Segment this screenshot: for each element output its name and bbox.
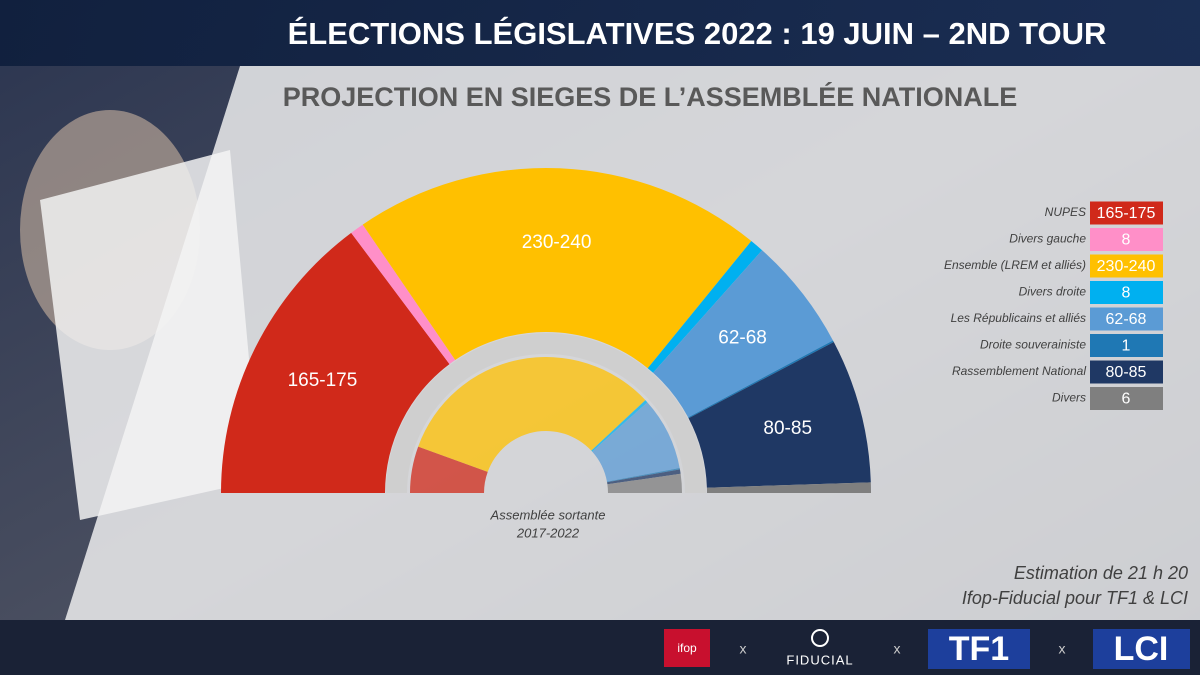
- note: Estimation de 21 h 20: [1014, 563, 1188, 583]
- arc-label: 62-68: [718, 328, 767, 349]
- previous-arc: [607, 469, 681, 485]
- legend-swatch: [1090, 307, 1163, 331]
- inner-caption: Assemblée sortante: [490, 507, 606, 522]
- legend-value: 8: [1122, 232, 1131, 249]
- inner-caption: 2017-2022: [516, 525, 580, 540]
- legend-label: Divers droite: [1019, 285, 1087, 299]
- title-band: [0, 0, 1200, 66]
- legend-label: Divers: [1052, 391, 1086, 405]
- legend-swatch: [1090, 254, 1163, 278]
- legend-value: 8: [1122, 285, 1131, 302]
- subtitle: PROJECTION EN SIEGES DE L’ASSEMBLÉE NATI…: [283, 81, 1018, 112]
- legend-label: Droite souverainiste: [980, 338, 1086, 352]
- lci-logo: [1093, 629, 1190, 669]
- seat-arc: [653, 250, 833, 418]
- legend-swatch: [1090, 228, 1163, 251]
- separator: x: [740, 641, 747, 657]
- seat-arc: [706, 482, 871, 493]
- previous-arc: [591, 400, 648, 452]
- legend-label: Rassemblement National: [952, 364, 1086, 378]
- legend-label: Les Républicains et alliés: [951, 311, 1086, 325]
- previous-arc: [410, 446, 488, 493]
- logo-text: LCI: [1114, 630, 1169, 668]
- previous-arc: [418, 357, 646, 472]
- seat-arc: [688, 342, 871, 488]
- seat-arc: [221, 232, 450, 493]
- previous-arc: [606, 467, 680, 483]
- previous-arc: [592, 402, 680, 482]
- tf1-logo: [928, 629, 1030, 669]
- legend-label: NUPES: [1045, 205, 1086, 219]
- fiducial-icon: [811, 629, 829, 647]
- legend-label: Divers gauche: [1009, 232, 1086, 246]
- separator: x: [1059, 641, 1066, 657]
- seat-arc: [351, 224, 456, 365]
- arc-label: 80-85: [763, 418, 812, 439]
- logo-text: TF1: [949, 630, 1009, 668]
- note: Ifop-Fiducial pour TF1 & LCI: [962, 588, 1188, 608]
- legend-label: Ensemble (LREM et alliés): [944, 258, 1086, 272]
- seat-arc: [688, 340, 834, 419]
- legend-swatch: [1090, 281, 1163, 304]
- legend-value: 165-175: [1097, 205, 1156, 222]
- logo-text: ifop: [677, 641, 697, 655]
- separator-ring: [386, 333, 706, 493]
- arc-label: 230-240: [522, 232, 592, 253]
- ifop-logo: [664, 629, 710, 667]
- previous-arc: [607, 473, 682, 493]
- legend-value: 62-68: [1106, 311, 1147, 328]
- legend-value: 6: [1122, 391, 1131, 408]
- logo-text: FIDUCIAL: [786, 652, 853, 667]
- legend-value: 230-240: [1097, 258, 1156, 275]
- seat-arc: [647, 241, 763, 373]
- separator: x: [894, 641, 901, 657]
- legend-swatch: [1090, 387, 1163, 410]
- title: ÉLECTIONS LÉGISLATIVES 2022 : 19 JUIN – …: [288, 16, 1107, 51]
- legend-swatch: [1090, 360, 1163, 384]
- legend-swatch: [1090, 334, 1163, 357]
- legend-swatch: [1090, 201, 1163, 225]
- seat-arc: [362, 168, 752, 369]
- arc-label: 165-175: [288, 370, 358, 391]
- legend-value: 1: [1122, 338, 1131, 355]
- legend-value: 80-85: [1106, 364, 1147, 381]
